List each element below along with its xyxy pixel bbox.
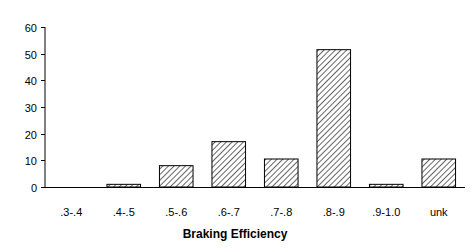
x-axis-label: Braking Efficiency <box>183 227 288 241</box>
x-tick-label: .8-.9 <box>323 206 345 218</box>
bar <box>264 159 298 187</box>
y-tick <box>41 107 45 108</box>
y-tick-label: 50 <box>25 49 37 61</box>
chart-container: 0 10 20 30 40 50 60 .3-.4 .4-.5 .5-.6 .6-.7 .7-.8 .8… <box>0 0 473 252</box>
bar <box>422 159 456 187</box>
bar <box>159 166 193 187</box>
x-tick-label: .5-.6 <box>165 206 187 218</box>
bar <box>369 184 403 187</box>
chart-svg: 0 10 20 30 40 50 60 .3-.4 .4-.5 .5-.6 .6-.7 .7-.8 .8… <box>0 0 473 252</box>
y-tick <box>41 134 45 135</box>
x-tick-label: .9-1.0 <box>372 206 400 218</box>
y-tick <box>41 27 45 28</box>
x-tick-label: .3-.4 <box>60 206 82 218</box>
y-tick-label: 60 <box>25 22 37 34</box>
x-tick-label: .7-.8 <box>270 206 292 218</box>
y-tick <box>41 54 45 55</box>
x-tick-label: unk <box>430 206 448 218</box>
y-tick <box>41 160 45 161</box>
y-tick-label: 10 <box>25 155 37 167</box>
y-tick <box>41 80 45 81</box>
x-tick-label: .6-.7 <box>218 206 240 218</box>
y-tick-label: 20 <box>25 129 37 141</box>
bar <box>317 50 351 187</box>
x-tick-label: .4-.5 <box>113 206 135 218</box>
y-tick-label: 30 <box>25 102 37 114</box>
y-tick-label: 40 <box>25 75 37 87</box>
bar <box>212 142 246 187</box>
bar <box>107 184 141 187</box>
x-axis <box>45 187 465 188</box>
y-tick <box>41 187 45 188</box>
bars <box>107 50 456 187</box>
bar <box>54 187 88 188</box>
y-tick-label: 0 <box>31 182 37 194</box>
